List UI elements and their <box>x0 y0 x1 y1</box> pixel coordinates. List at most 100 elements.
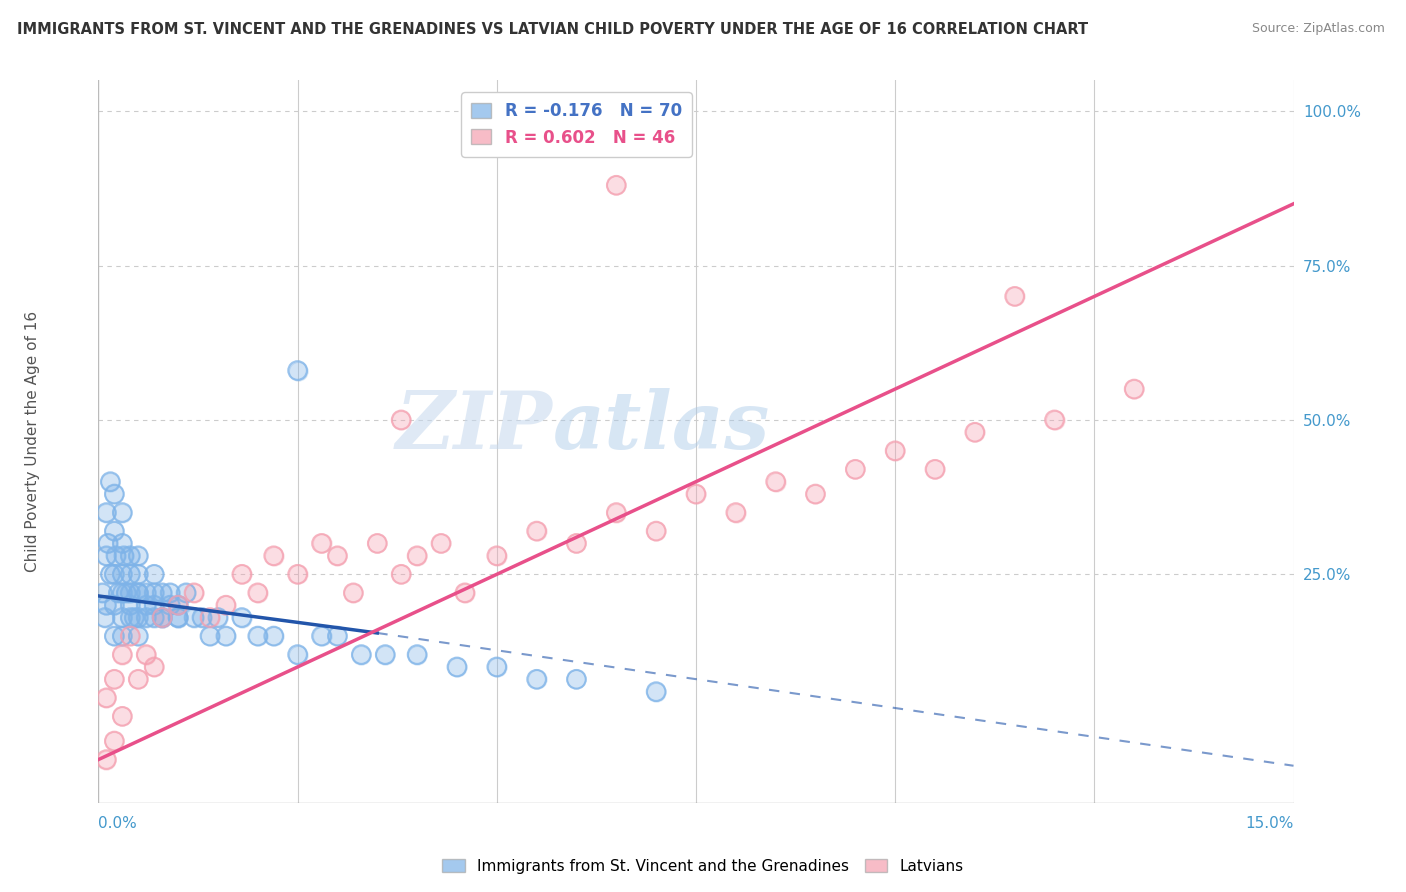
Point <box>127 673 149 687</box>
Point <box>1043 413 1066 427</box>
Point <box>406 648 429 662</box>
Point <box>103 567 125 582</box>
Point <box>183 610 205 624</box>
Point <box>143 586 166 600</box>
Point <box>127 567 149 582</box>
Point <box>645 684 668 698</box>
Point <box>96 753 118 767</box>
Point <box>287 363 309 377</box>
Point <box>103 487 125 501</box>
Point <box>111 648 134 662</box>
Point <box>150 610 173 624</box>
Point <box>111 610 134 624</box>
Point <box>174 586 197 600</box>
Point <box>605 506 627 520</box>
Point <box>287 567 309 582</box>
Point <box>135 648 157 662</box>
Point <box>167 610 190 624</box>
Text: ZIP: ZIP <box>395 388 553 466</box>
Point <box>103 524 125 538</box>
Point <box>446 660 468 674</box>
Point <box>91 586 114 600</box>
Point <box>159 598 181 612</box>
Point <box>287 567 309 582</box>
Point <box>287 648 309 662</box>
Point <box>765 475 787 489</box>
Point <box>167 598 190 612</box>
Point <box>127 586 149 600</box>
Point <box>97 536 120 550</box>
Point <box>167 598 190 612</box>
Point <box>111 536 134 550</box>
Point <box>127 567 149 582</box>
Point <box>215 629 238 643</box>
Point <box>98 475 122 489</box>
Point <box>724 506 747 520</box>
Point <box>143 567 166 582</box>
Text: 0.0%: 0.0% <box>98 816 138 830</box>
Point <box>96 549 118 563</box>
Point <box>963 425 986 440</box>
Point <box>120 598 142 612</box>
Point <box>406 549 429 563</box>
Point <box>645 524 668 538</box>
Point <box>96 506 118 520</box>
Point <box>167 610 190 624</box>
Point <box>389 567 412 582</box>
Point <box>103 673 125 687</box>
Point <box>565 536 588 550</box>
Point <box>143 610 166 624</box>
Point <box>565 673 588 687</box>
Point <box>724 506 747 520</box>
Point <box>103 734 125 748</box>
Point <box>311 629 333 643</box>
Point <box>430 536 453 550</box>
Point <box>685 487 707 501</box>
Point <box>526 524 548 538</box>
Point <box>143 586 166 600</box>
Point <box>605 178 627 193</box>
Point <box>311 536 333 550</box>
Point <box>94 610 117 624</box>
Point <box>311 536 333 550</box>
Point <box>94 610 117 624</box>
Point <box>198 610 221 624</box>
Point <box>96 690 118 705</box>
Point <box>103 567 125 582</box>
Point <box>127 586 149 600</box>
Point <box>96 598 118 612</box>
Point <box>150 610 173 624</box>
Point <box>104 549 127 563</box>
Point <box>120 610 142 624</box>
Point <box>215 629 238 643</box>
Point <box>135 586 157 600</box>
Point <box>565 536 588 550</box>
Point <box>326 549 349 563</box>
Point <box>127 586 149 600</box>
Point <box>287 363 309 377</box>
Point <box>526 673 548 687</box>
Point <box>111 709 134 723</box>
Point <box>215 598 238 612</box>
Point <box>127 549 149 563</box>
Point <box>120 549 142 563</box>
Point <box>98 567 122 582</box>
Point <box>198 629 221 643</box>
Point <box>159 586 181 600</box>
Point <box>685 487 707 501</box>
Point <box>844 462 866 476</box>
Point <box>135 598 157 612</box>
Point <box>135 586 157 600</box>
Point <box>120 567 142 582</box>
Point <box>287 648 309 662</box>
Point <box>167 598 190 612</box>
Point <box>135 610 157 624</box>
Point <box>97 536 120 550</box>
Point <box>263 549 285 563</box>
Point <box>311 629 333 643</box>
Point <box>103 629 125 643</box>
Point <box>389 413 412 427</box>
Point <box>374 648 396 662</box>
Text: IMMIGRANTS FROM ST. VINCENT AND THE GRENADINES VS LATVIAN CHILD POVERTY UNDER TH: IMMIGRANTS FROM ST. VINCENT AND THE GREN… <box>17 22 1088 37</box>
Point <box>191 610 214 624</box>
